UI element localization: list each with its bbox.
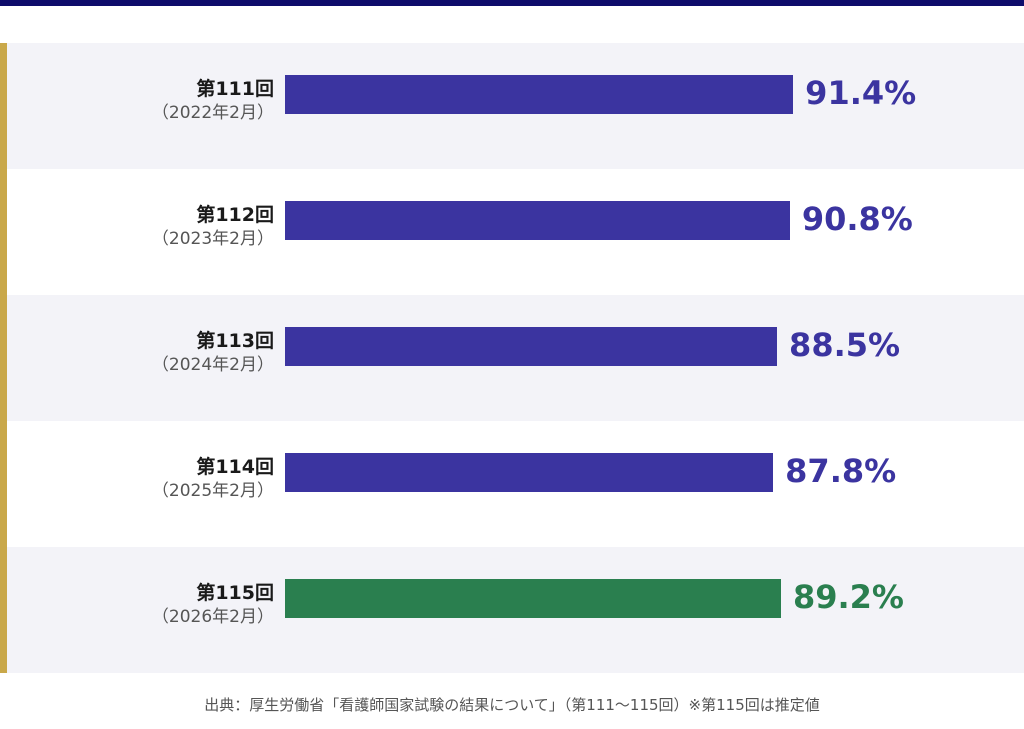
- category-sub-label: （2025年2月）: [151, 481, 274, 501]
- category-sub-label: （2024年2月）: [151, 355, 274, 375]
- value-label: 88.5%: [789, 326, 901, 364]
- bar: [285, 201, 790, 240]
- category-label: 第115回 （2026年2月）: [152, 581, 274, 629]
- category-label: 第114回 （2025年2月）: [152, 455, 274, 503]
- bar: [285, 327, 778, 366]
- category-main-label: 第111回: [196, 78, 274, 100]
- category-main-label: 第112回: [196, 204, 274, 226]
- value-label: 91.4%: [805, 74, 917, 112]
- chart-row: 第115回 （2026年2月） 89.2%: [7, 547, 1024, 673]
- category-sub-label: （2026年2月）: [151, 607, 274, 627]
- category-label: 第112回 （2023年2月）: [152, 203, 274, 251]
- left-accent-rule: [0, 43, 7, 673]
- category-main-label: 第114回: [196, 456, 274, 478]
- chart-row: 第113回 （2024年2月） 88.5%: [7, 295, 1024, 421]
- chart-row: 第111回 （2022年2月） 91.4%: [7, 43, 1024, 169]
- bar: [285, 75, 794, 114]
- chart-row: 第114回 （2025年2月） 87.8%: [7, 421, 1024, 547]
- bar: [285, 579, 781, 618]
- pass-rate-bar-chart: 第111回 （2022年2月） 91.4% 第112回 （2023年2月） 90.8% 第1…: [0, 43, 1024, 673]
- source-note: 出典：厚生労働省「看護師国家試験の結果について」（第111〜115回）※第115…: [204, 696, 820, 714]
- category-sub-label: （2023年2月）: [151, 229, 274, 249]
- category-label: 第111回 （2022年2月）: [152, 77, 274, 125]
- category-main-label: 第115回: [196, 582, 274, 604]
- category-main-label: 第113回: [196, 330, 274, 352]
- top-accent-bar: [0, 0, 1024, 6]
- category-label: 第113回 （2024年2月）: [152, 329, 274, 377]
- value-label: 89.2%: [792, 578, 904, 616]
- bar: [285, 453, 774, 492]
- category-sub-label: （2022年2月）: [151, 103, 274, 123]
- value-label: 90.8%: [801, 200, 913, 238]
- value-label: 87.8%: [785, 452, 897, 490]
- chart-row: 第112回 （2023年2月） 90.8%: [7, 169, 1024, 295]
